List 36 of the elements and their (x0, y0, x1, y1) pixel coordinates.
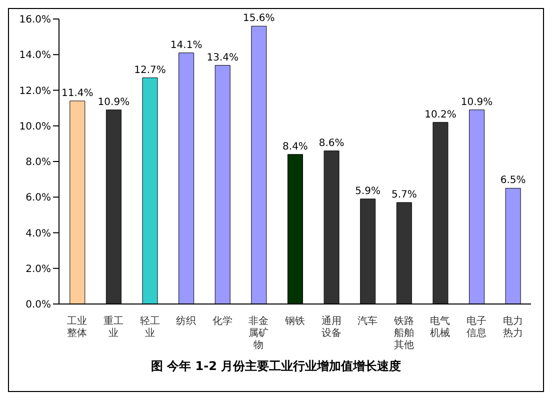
data-label: 8.4% (282, 141, 308, 152)
y-tick-label: 16.0% (19, 14, 51, 26)
x-tick-label: 电气机械 (430, 315, 450, 339)
text: 图 今年 1-2 月份主要工业行业增加值增长速度 (150, 358, 402, 375)
data-label: 10.2% (424, 109, 456, 120)
x-tick-label: 轻工业 (140, 315, 160, 339)
y-tick-label: 4.0% (26, 228, 51, 240)
y-tick-label: 2.0% (26, 264, 51, 275)
data-label: 13.4% (206, 52, 239, 64)
y-tick-label: 10.0% (19, 121, 51, 132)
x-tick-label: 非金属矿物 (248, 315, 269, 351)
x-tick-label: 钢铁 (284, 315, 305, 327)
x-tick-label: 铁路船舶其他 (392, 315, 414, 351)
x-tick-label: 电子信息 (466, 315, 487, 339)
y-tick-label: 14.0% (19, 50, 51, 62)
data-label: 6.5% (500, 175, 526, 186)
data-label: 11.4% (62, 88, 94, 99)
data-label: 10.9% (460, 96, 493, 108)
y-tick-label: 12.0% (19, 86, 51, 97)
x-tick-label: 汽车 (358, 315, 378, 327)
data-label: 8.6% (318, 138, 344, 149)
y-tick-label: 8.0% (26, 157, 51, 168)
data-label: 15.6% (243, 13, 275, 24)
x-tick-label: 纺织 (176, 315, 196, 327)
data-label: 12.7% (134, 64, 166, 76)
data-label: 10.9% (98, 96, 130, 108)
y-tick-label: 0.0% (26, 300, 51, 311)
x-tick-label: 工业整体 (67, 315, 88, 339)
x-tick-label: 化学 (212, 315, 232, 327)
y-tick-label: 6.0% (26, 192, 51, 204)
data-label: 14.1% (170, 40, 202, 51)
data-label: 5.9% (355, 186, 381, 197)
x-tick-label: 通用设备 (321, 315, 342, 339)
x-tick-label: 电力热力 (502, 315, 523, 339)
x-tick-label: 重工业 (103, 315, 124, 339)
data-label: 5.7% (391, 189, 417, 200)
